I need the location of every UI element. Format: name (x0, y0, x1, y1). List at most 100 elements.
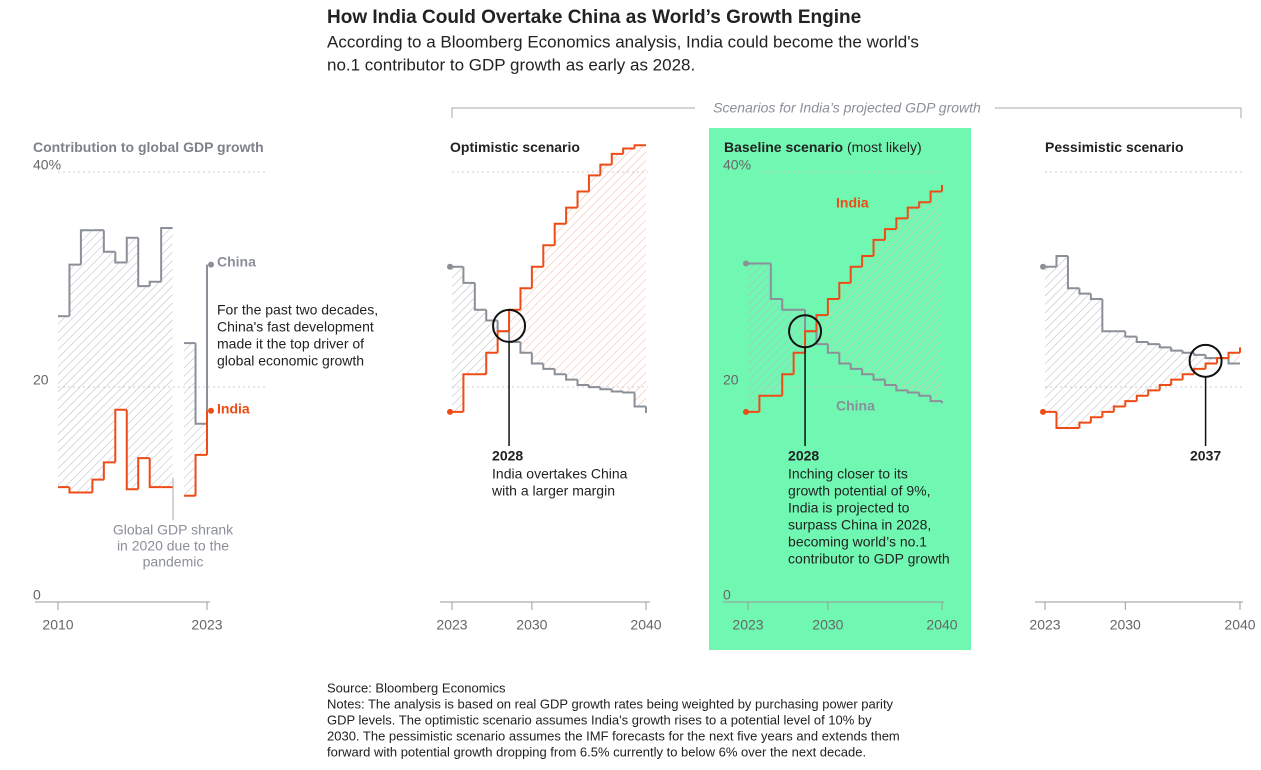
gap-hatch (1205, 358, 1218, 364)
panel-title-text: Pessimistic scenario (1045, 139, 1184, 155)
annotation: pandemic (143, 554, 204, 570)
step-line (565, 206, 578, 224)
step-line (79, 229, 93, 265)
gap-hatch (873, 239, 885, 380)
panel-subtitle: (most likely) (847, 139, 922, 155)
gap-hatch (1045, 266, 1057, 412)
annotation: Global GDP shrank (113, 522, 234, 538)
x-tick-label: 2040 (1224, 617, 1255, 633)
step-line (125, 236, 139, 263)
gap-hatch (827, 299, 840, 353)
gap-hatch (531, 266, 544, 364)
gap-hatch (1090, 299, 1103, 418)
gap-hatch (1148, 344, 1160, 391)
gap-hatch (509, 309, 521, 342)
gap-hatch (816, 315, 828, 345)
gap-hatch (486, 320, 498, 353)
gap-hatch (554, 223, 567, 375)
panel-title: Contribution to global GDP growth (33, 139, 264, 155)
note: Notes: The analysis is based on real GDP… (327, 696, 894, 711)
step-line (519, 287, 532, 310)
step-line (883, 379, 897, 386)
step-line (929, 190, 942, 203)
gap-hatch (115, 262, 127, 410)
note: 2030. The pessimistic scenario assumes t… (327, 728, 900, 743)
gap-hatch (884, 229, 897, 385)
gap-hatch (1194, 354, 1206, 369)
gap-hatch (1102, 331, 1114, 412)
gap-hatch (862, 256, 874, 375)
step-line (1181, 373, 1195, 380)
gap-hatch (1136, 342, 1149, 396)
step-line (1101, 299, 1114, 333)
gap-hatch (149, 281, 162, 488)
panel-title-text: Contribution to global GDP growth (33, 139, 264, 155)
annotation-year: 2028 (492, 448, 523, 464)
panel-title-text: Baseline scenario (724, 139, 843, 155)
y-tick-label: 0 (33, 587, 41, 603)
annotation: with a larger margin (491, 483, 615, 499)
step-line (872, 238, 885, 256)
step-line (599, 387, 612, 391)
annotation-year: 2037 (1190, 448, 1221, 464)
step-line (758, 394, 771, 412)
gap-hatch (474, 309, 487, 375)
step-line (148, 458, 162, 489)
panel-title: Optimistic scenario (450, 139, 580, 155)
step-line (792, 351, 806, 375)
step-line (1078, 421, 1091, 428)
x-tick-label: 2030 (516, 617, 547, 633)
gap-hatch (611, 153, 624, 392)
step-line (861, 368, 874, 376)
step-line (68, 487, 81, 494)
annotation: China's fast development (217, 319, 374, 335)
gap-hatch (1182, 352, 1195, 375)
step-line (160, 227, 173, 282)
step-line (918, 392, 931, 397)
annotation: growth potential of 9%, (788, 483, 930, 499)
step-line (1147, 342, 1160, 346)
step-line (1193, 352, 1206, 356)
subtitle: no.1 contributor to GDP growth as early … (327, 55, 695, 74)
step-line (1227, 351, 1240, 359)
step-line (610, 152, 624, 165)
step-line (1158, 384, 1172, 391)
gap-hatch (1079, 293, 1091, 423)
point-marker (1040, 408, 1046, 415)
annotation: made it the top driver of (217, 336, 364, 352)
step-line (918, 201, 931, 208)
step-line (137, 237, 150, 288)
step-line (542, 363, 555, 370)
step-line (1227, 358, 1240, 365)
point-marker (743, 408, 749, 415)
step-line (849, 265, 863, 283)
series-label: India (217, 401, 250, 417)
step-line (826, 298, 840, 316)
step-line (565, 374, 578, 381)
step-line (1112, 405, 1126, 412)
step-line (1089, 416, 1103, 423)
gap-hatch (1159, 347, 1172, 385)
step-line (137, 457, 150, 490)
gap-hatch (634, 145, 646, 407)
step-line (804, 330, 817, 353)
step-line (194, 343, 207, 425)
annotation: India overtakes China (492, 466, 628, 482)
gap-hatch (1125, 336, 1137, 402)
series-label: China (836, 398, 875, 414)
annotation: becoming world’s no.1 (788, 534, 927, 550)
step-line (906, 206, 920, 219)
gap-hatch (58, 316, 70, 488)
step-line (1204, 354, 1218, 360)
gap-hatch (1171, 350, 1183, 380)
step-line (599, 163, 612, 176)
step-line (462, 373, 475, 412)
gap-hatch (588, 175, 601, 388)
step-line (1147, 389, 1160, 396)
step-line (929, 395, 942, 403)
step-line (838, 352, 851, 365)
step-line (587, 385, 601, 389)
scenarios-label: Scenarios for India’s projected GDP grow… (713, 100, 981, 116)
step-line (895, 385, 908, 392)
step-line (1101, 410, 1114, 418)
